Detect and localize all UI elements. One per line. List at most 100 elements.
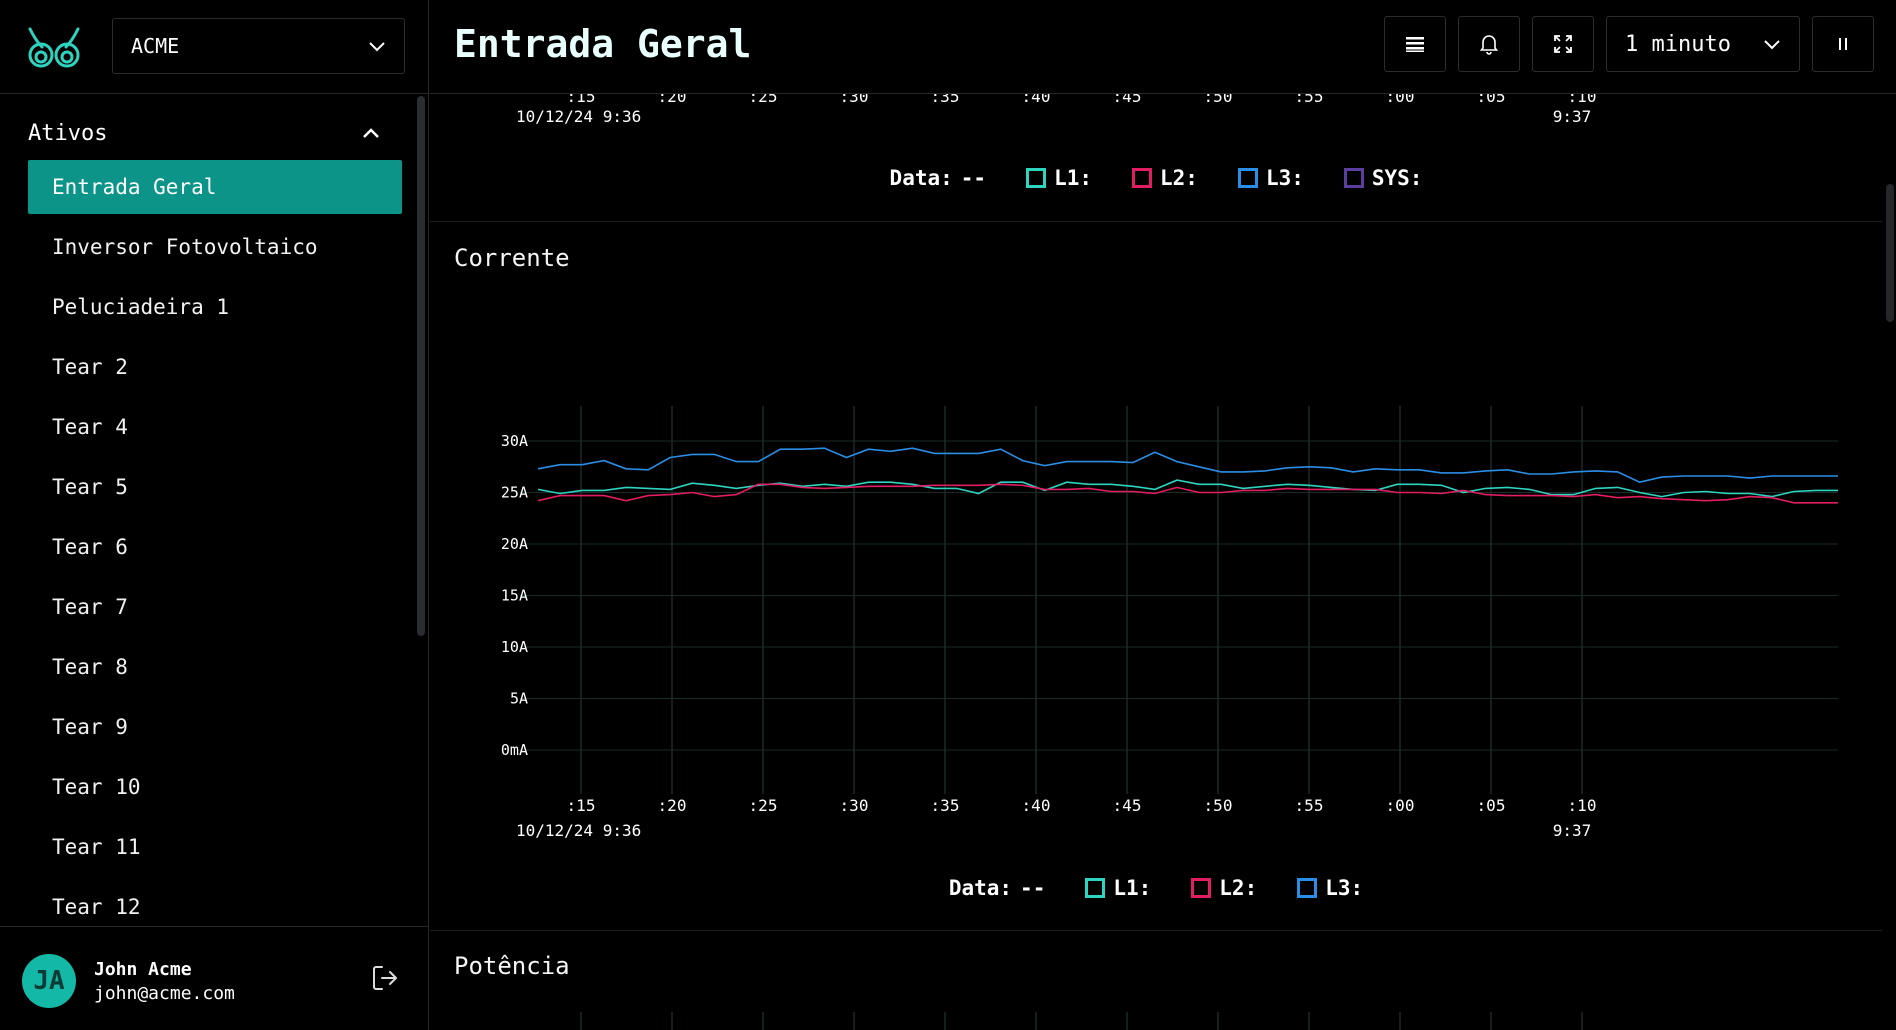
sidebar-scrollbar[interactable] bbox=[417, 96, 425, 636]
series-line-l3 bbox=[537, 447, 1838, 484]
x-tick-label: :00 bbox=[1386, 94, 1415, 106]
interval-select[interactable]: 1 minuto bbox=[1606, 16, 1800, 72]
legend-sys-swatch bbox=[1343, 168, 1364, 188]
power-chart-grid bbox=[580, 1012, 1583, 1030]
legend-sys[interactable]: SYS: bbox=[1343, 166, 1422, 190]
x-tick-label: :45 bbox=[1113, 796, 1142, 815]
x-tick-label: :15 bbox=[567, 94, 596, 106]
sidebar-item-tear-10[interactable]: Tear 10 bbox=[28, 760, 402, 814]
dashboard-main: 10/12/24 9:36 9:37 :15:20:25:30:35:40:45… bbox=[430, 94, 1882, 1030]
sidebar-item-label: Tear 12 bbox=[52, 895, 141, 919]
x-tick-label: :40 bbox=[1022, 796, 1051, 815]
pause-icon bbox=[1839, 38, 1847, 50]
sidebar-item-label: Tear 7 bbox=[52, 595, 128, 619]
sidebar-item-inversor-fotovoltaico[interactable]: Inversor Fotovoltaico bbox=[28, 220, 402, 274]
bell-icon bbox=[1479, 35, 1499, 55]
legend-data: Data: -- bbox=[949, 876, 1046, 900]
x-tick-label: :10 bbox=[1568, 796, 1597, 815]
sidebar-item-tear-5[interactable]: Tear 5 bbox=[28, 460, 402, 514]
x-tick-label: :30 bbox=[840, 94, 869, 106]
sidebar-item-tear-7[interactable]: Tear 7 bbox=[28, 580, 402, 634]
sidebar-item-label: Inversor Fotovoltaico bbox=[52, 235, 318, 259]
sidebar-item-tear-6[interactable]: Tear 6 bbox=[28, 520, 402, 574]
sidebar-item-label: Tear 6 bbox=[52, 535, 128, 559]
legend-l1-label: L1: bbox=[1113, 876, 1152, 900]
avatar[interactable]: JA bbox=[22, 954, 76, 1008]
x-tick-label: :30 bbox=[840, 796, 869, 815]
legend-l1-swatch bbox=[1085, 878, 1106, 898]
x-tick-label: :20 bbox=[658, 94, 687, 106]
legend-l1[interactable]: L1: bbox=[1026, 166, 1092, 190]
x-tick-label: :45 bbox=[1113, 94, 1142, 106]
assets-section-toggle[interactable]: Ativos bbox=[28, 118, 380, 148]
legend-l2-label: L2: bbox=[1160, 166, 1198, 190]
list-view-button[interactable] bbox=[1384, 16, 1446, 72]
panel-divider bbox=[430, 930, 1882, 931]
top-date-right: 9:37 bbox=[1553, 107, 1592, 126]
pause-button[interactable] bbox=[1812, 16, 1874, 72]
x-tick-label: :00 bbox=[1386, 796, 1415, 815]
legend-l2[interactable]: L2: bbox=[1191, 876, 1257, 900]
legend-l3[interactable]: L3: bbox=[1297, 876, 1363, 900]
sidebar-item-tear-9[interactable]: Tear 9 bbox=[28, 700, 402, 754]
x-tick-label: :15 bbox=[567, 796, 596, 815]
legend-l2-label: L2: bbox=[1219, 876, 1258, 900]
notifications-button[interactable] bbox=[1458, 16, 1520, 72]
legend-l3-label: L3: bbox=[1265, 166, 1304, 190]
x-tick-label: :10 bbox=[1568, 94, 1597, 106]
legend-l1-label: L1: bbox=[1054, 166, 1092, 190]
sidebar-item-peluciadeira-1[interactable]: Peluciadeira 1 bbox=[28, 280, 402, 334]
legend-data-value: -- bbox=[1020, 876, 1046, 900]
sidebar-item-label: Tear 8 bbox=[52, 655, 128, 679]
fullscreen-button[interactable] bbox=[1532, 16, 1594, 72]
sidebar-item-tear-2[interactable]: Tear 2 bbox=[28, 340, 402, 394]
sidebar-item-tear-8[interactable]: Tear 8 bbox=[28, 640, 402, 694]
legend-data-label: Data: bbox=[889, 166, 953, 190]
y-tick-label: 20A bbox=[501, 535, 528, 553]
x-tick-label: :50 bbox=[1204, 796, 1233, 815]
x-tick-label: :35 bbox=[931, 94, 960, 106]
interval-select-value: 1 minuto bbox=[1625, 31, 1731, 57]
panel-divider bbox=[430, 221, 1882, 222]
chevron-down-icon bbox=[1764, 40, 1780, 50]
current-chart: 10/12/24 9:36 9:37 0mA 5A 10A 15A 20A 25A 30A:… bbox=[501, 406, 1838, 840]
power-panel-title: Potência bbox=[454, 952, 570, 980]
legend-l2-swatch bbox=[1191, 878, 1212, 898]
sidebar-item-label: Peluciadeira 1 bbox=[52, 295, 230, 319]
owl-logo-icon[interactable] bbox=[26, 25, 82, 69]
y-tick-label: 0mA bbox=[501, 741, 528, 759]
legend-data-label: Data: bbox=[948, 876, 1013, 900]
current-panel-title: Corrente bbox=[454, 244, 570, 272]
sidebar-item-tear-4[interactable]: Tear 4 bbox=[28, 400, 402, 454]
legend-l3[interactable]: L3: bbox=[1237, 166, 1304, 190]
y-tick-label: 10A bbox=[501, 638, 528, 656]
sidebar-item-tear-11[interactable]: Tear 11 bbox=[28, 820, 402, 874]
x-tick-label: :50 bbox=[1204, 94, 1233, 106]
x-tick-label: :35 bbox=[931, 796, 960, 815]
organization-select[interactable]: ACME bbox=[112, 18, 405, 74]
user-name: John Acme bbox=[94, 959, 192, 980]
sidebar-item-label: Tear 9 bbox=[52, 715, 128, 739]
x-tick-label: :25 bbox=[749, 796, 778, 815]
legend-l2[interactable]: L2: bbox=[1132, 166, 1198, 190]
legend-data: Data: -- bbox=[890, 166, 987, 190]
sidebar-item-label: Tear 5 bbox=[52, 475, 128, 499]
x-tick-label: :05 bbox=[1477, 796, 1506, 815]
top-bar: Entrada Geral 1 minuto bbox=[430, 0, 1896, 94]
x-tick-label: :20 bbox=[658, 796, 687, 815]
sidebar-item-label: Tear 10 bbox=[52, 775, 141, 799]
legend-l1[interactable]: L1: bbox=[1085, 876, 1151, 900]
series-line-l2 bbox=[537, 483, 1838, 504]
sidebar-item-label: Tear 11 bbox=[52, 835, 141, 859]
main-scrollbar[interactable] bbox=[1886, 184, 1894, 322]
y-tick-label: 15A bbox=[501, 587, 528, 605]
x-tick-label: :40 bbox=[1022, 94, 1051, 106]
sidebar-item-tear-12[interactable]: Tear 12 bbox=[28, 880, 402, 934]
logout-icon[interactable] bbox=[370, 963, 400, 993]
sidebar-item-entrada-geral[interactable]: Entrada Geral bbox=[28, 160, 402, 214]
y-tick-label: 5A bbox=[510, 690, 528, 708]
current-date-right: 9:37 bbox=[1553, 821, 1592, 840]
x-tick-label: :05 bbox=[1477, 94, 1506, 106]
x-tick-label: :25 bbox=[749, 94, 778, 106]
organization-select-value: ACME bbox=[131, 34, 180, 58]
